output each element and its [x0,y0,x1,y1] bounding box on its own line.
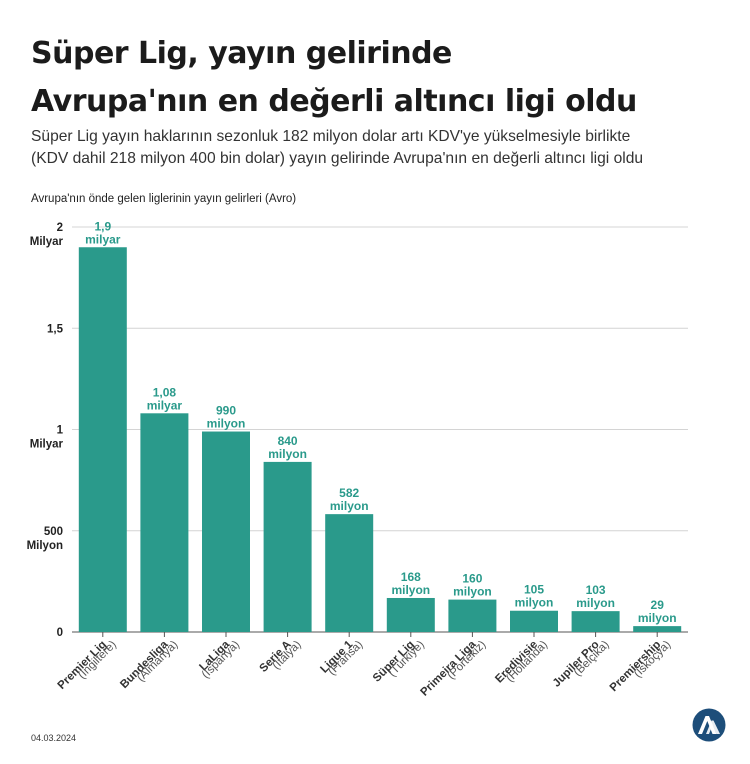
bar-value-label: 582 [339,486,359,500]
bar [140,413,189,632]
y-tick-label: Milyon [27,540,63,552]
bar-value-label: milyon [638,611,677,625]
bar-value-label: milyar [147,398,183,412]
chart-title: Avrupa'nın önde gelen liglerinin yayın g… [31,193,297,205]
bar-value-label: 990 [216,404,236,418]
bar-value-label: 1,9 [94,219,111,233]
y-tick-label: Milyar [30,236,64,248]
x-tick-label: Premiership [608,639,663,694]
bar-value-label: milyon [453,585,492,599]
bar [448,599,497,632]
subtitle: Süper Lig yayın haklarının sezonluk 182 … [31,126,731,170]
bar-value-label: milyon [330,499,369,513]
bar-value-label: 160 [462,572,482,586]
bar [202,431,250,632]
bar-value-label: milyon [207,417,246,431]
title-line-2: Avrupa'nın en değerli altıncı ligi oldu [31,84,637,119]
x-tick-label: Premier Lig [56,639,109,692]
bar-value-label: 168 [401,570,421,584]
bar-value-label: milyar [85,232,121,246]
y-tick-label: 500 [44,526,63,538]
bar-value-label: 103 [586,583,606,597]
bar [633,626,682,632]
bar-value-label: 1,08 [153,385,177,399]
aa-logo-icon [692,708,726,742]
bar-value-label: milyon [515,596,554,610]
y-tick-label: 1,5 [47,323,64,335]
bar [325,514,374,632]
bar-value-label: milyon [268,447,307,461]
date-label: 04.03.2024 [31,733,77,743]
bar [263,461,312,632]
bar-value-label: 105 [524,583,544,597]
bar [510,610,558,632]
y-tick-label: 2 [57,222,63,234]
y-tick-label: 0 [57,627,63,639]
title-line-1: Süper Lig, yayın gelirinde [31,36,452,71]
bar [78,247,127,632]
y-tick-label: Milyar [30,439,64,451]
y-tick-label: 1 [57,425,64,437]
bar-value-label: 840 [278,434,298,448]
subtitle-line-1: Süper Lig yayın haklarının sezonluk 182 … [31,128,631,145]
subtitle-line-2: (KDV dahil 218 milyon 400 bin dolar) yay… [31,150,644,167]
x-tick-label: Primeira Liga [419,638,479,698]
bar-value-label: milyon [391,583,430,597]
page-title: Süper Lig, yayın gelirinde Avrupa'nın en… [31,30,731,126]
bar-value-label: 29 [651,598,665,612]
bar-value-label: milyon [576,596,615,610]
bar [386,597,435,632]
bar [571,611,620,632]
